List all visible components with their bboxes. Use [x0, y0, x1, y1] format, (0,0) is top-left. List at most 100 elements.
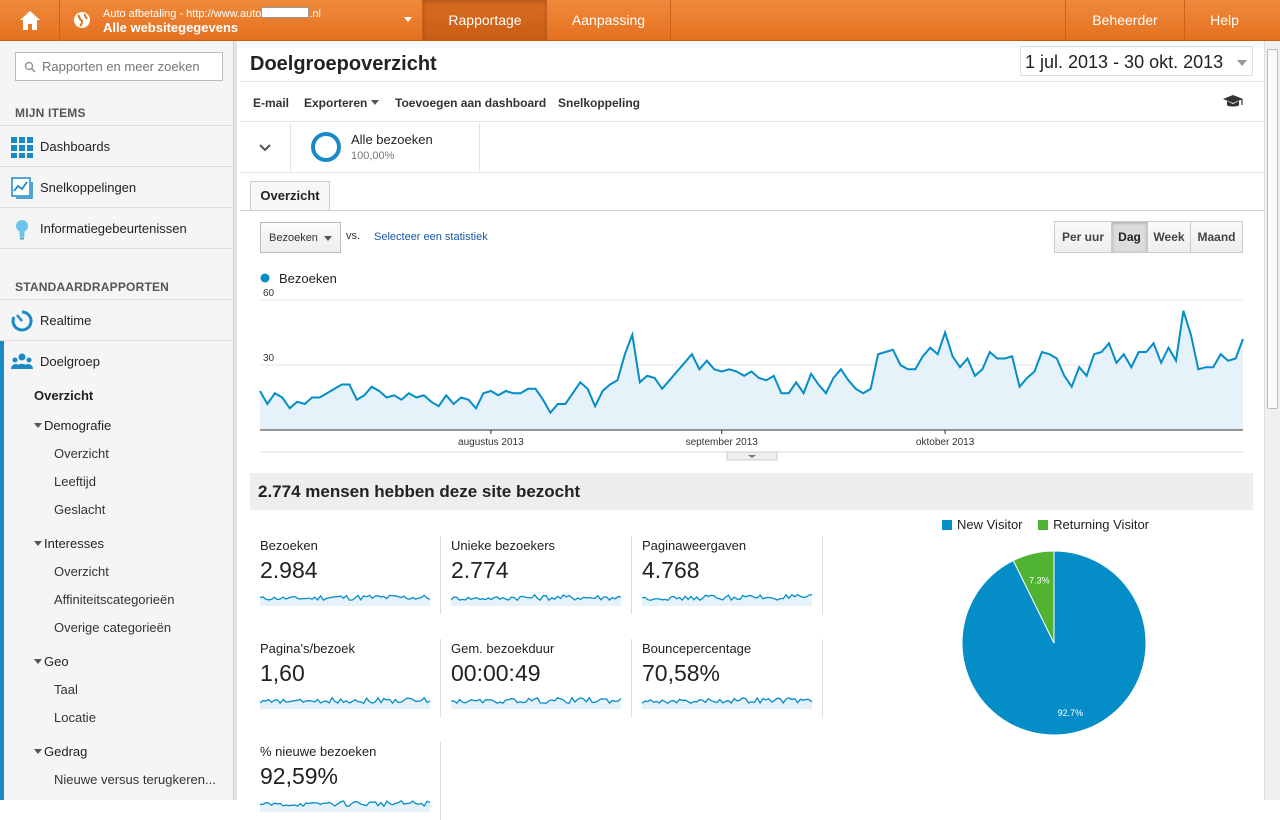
compare-metric-link[interactable]: Selecteer een statistiek	[374, 231, 488, 243]
legend-label-bezoeken: Bezoeken	[279, 271, 337, 286]
metric-select-value: Bezoeken	[269, 232, 318, 244]
sidebar-sub-overzicht[interactable]: Overzicht	[34, 388, 94, 403]
visitor-type-pie-chart: 92.7% 7.3%	[961, 550, 1147, 736]
sidebar-sub-affiniteitscategorieen[interactable]: Affiniteitscategorieën	[54, 592, 175, 607]
account-name: Alle websitegegevens	[103, 20, 239, 35]
segment-toggle[interactable]	[240, 123, 291, 173]
metric-value: 92,59%	[260, 763, 339, 789]
metric-select[interactable]: Bezoeken	[260, 222, 341, 253]
metric-bezoeken[interactable]: Bezoeken 2.984	[250, 536, 441, 614]
sparkline-area	[451, 697, 621, 709]
sidebar-sub-geslacht[interactable]: Geslacht	[54, 502, 106, 517]
tab-overzicht[interactable]: Overzicht	[250, 181, 330, 211]
sidebar: MIJN ITEMS Dashboards Snelkoppelingen In…	[0, 41, 237, 800]
sidebar-item-dashboards[interactable]: Dashboards	[0, 126, 233, 167]
metric-nieuwe-bezoeken[interactable]: % nieuwe bezoeken 92,59%	[250, 742, 441, 820]
period-week-button[interactable]: Week	[1148, 222, 1191, 252]
metric-sparkline	[260, 594, 430, 606]
metric-value: 4.768	[642, 557, 700, 583]
triangle-down-icon	[34, 423, 42, 428]
search-icon	[24, 61, 36, 73]
date-range-text: 1 jul. 2013 - 30 okt. 2013	[1025, 52, 1224, 72]
period-per-uur-button[interactable]: Per uur	[1055, 222, 1112, 252]
legend-label-new: New Visitor	[957, 517, 1023, 532]
pie-legend: New Visitor Returning Visitor	[942, 517, 1149, 532]
shortcut-chart-icon	[11, 177, 33, 199]
sidebar-sub-overige-categorieen[interactable]: Overige categorieën	[54, 620, 172, 635]
metric-sparkline	[260, 696, 430, 709]
sidebar-item-label: Snelkoppelingen	[40, 180, 137, 195]
my-items-header: MIJN ITEMS	[15, 106, 86, 120]
segment-name: Alle bezoeken	[351, 132, 433, 147]
legend-label-returning: Returning Visitor	[1053, 517, 1150, 532]
sidebar-item-label: Doelgroep	[40, 354, 100, 369]
export-button[interactable]: Exporteren	[304, 96, 380, 110]
chart-area-fill	[260, 310, 1243, 430]
chevron-down-icon	[259, 144, 271, 152]
metric-paginaweergaven[interactable]: Paginaweergaven 4.768	[632, 536, 823, 614]
date-range-picker[interactable]: 1 jul. 2013 - 30 okt. 2013	[1020, 46, 1253, 76]
sidebar-group-geo[interactable]: Geo	[34, 654, 69, 669]
scrollbar-thumb[interactable]	[1267, 49, 1278, 409]
nav-beheerder[interactable]: Beheerder	[1065, 0, 1184, 41]
metric-sparkline	[642, 696, 812, 709]
metric-sparkline	[451, 593, 621, 606]
triangle-down-icon	[34, 749, 42, 754]
sidebar-sub-locatie[interactable]: Locatie	[54, 710, 96, 725]
sidebar-group-demografie[interactable]: Demografie	[34, 418, 111, 433]
metric-value: 00:00:49	[451, 660, 541, 686]
nav-help[interactable]: Help	[1184, 0, 1264, 41]
email-button[interactable]: E-mail	[253, 96, 290, 110]
metric-name: Pagina's/bezoek	[260, 641, 355, 656]
segment-all-visits[interactable]: Alle bezoeken 100,00%	[291, 123, 480, 173]
home-icon	[20, 11, 40, 30]
nav-rapportage[interactable]: Rapportage	[423, 0, 547, 41]
period-maand-button[interactable]: Maand	[1191, 222, 1242, 252]
metric-sparkline	[260, 799, 430, 812]
active-section-indicator	[0, 341, 4, 800]
summary-text: 2.774 mensen hebben deze site bezocht	[258, 482, 581, 501]
nav-aanpassing[interactable]: Aanpassing	[547, 0, 671, 41]
sidebar-item-label: Dashboards	[40, 139, 111, 154]
sidebar-item-realtime[interactable]: Realtime	[0, 300, 233, 341]
shortcut-button[interactable]: Snelkoppeling	[558, 96, 641, 110]
metric-unieke-bezoekers[interactable]: Unieke bezoekers 2.774	[441, 536, 632, 614]
metric-name: % nieuwe bezoeken	[260, 744, 377, 759]
sparkline-line	[260, 594, 430, 601]
sidebar-group-interesses[interactable]: Interesses	[34, 536, 104, 551]
vs-label: vs.	[346, 230, 361, 242]
add-to-dashboard-button[interactable]: Toevoegen aan dashboard	[395, 96, 547, 110]
vertical-scrollbar[interactable]	[1264, 41, 1280, 800]
redacted-block	[261, 7, 310, 18]
home-button[interactable]	[0, 0, 60, 41]
sidebar-item-doelgroep[interactable]: Doelgroep	[0, 341, 233, 382]
sparkline-line	[642, 696, 812, 705]
sidebar-sub-leeftijd[interactable]: Leeftijd	[54, 474, 96, 489]
sidebar-sub-taal[interactable]: Taal	[54, 682, 78, 697]
sidebar-item-snelkoppelingen[interactable]: Snelkoppelingen	[0, 167, 233, 208]
metric-bouncepercentage[interactable]: Bouncepercentage 70,58%	[632, 639, 823, 717]
metric-paginas-per-bezoek[interactable]: Pagina's/bezoek 1,60	[250, 639, 441, 717]
sparkline-area	[260, 697, 430, 709]
sidebar-group-gedrag[interactable]: Gedrag	[34, 744, 87, 759]
period-dag-button[interactable]: Dag	[1112, 222, 1148, 252]
search-input[interactable]	[42, 59, 217, 74]
main-content: Doelgroepoverzicht 1 jul. 2013 - 30 okt.…	[240, 41, 1264, 820]
standard-reports-header: STANDAARDRAPPORTEN	[15, 280, 170, 294]
sidebar-sub-nieuwe-vs-terugkerend[interactable]: Nieuwe versus terugkeren...	[54, 772, 216, 787]
account-selector[interactable]: Auto afbetaling - http://www.auto .nl All…	[61, 0, 423, 41]
segment-ring-icon	[311, 132, 341, 162]
sparkline-line	[451, 593, 621, 602]
chevron-down-icon	[371, 100, 380, 105]
graduation-cap-icon[interactable]	[1222, 94, 1244, 110]
chart-x-tick-label: september 2013	[686, 437, 759, 448]
chart-x-tick-label: augustus 2013	[458, 437, 524, 448]
search-box[interactable]	[15, 52, 223, 81]
pie-slice-returning-visitor[interactable]	[1012, 550, 1055, 644]
sidebar-sub-demografie-overzicht[interactable]: Overzicht	[54, 446, 109, 461]
metric-gem-bezoekduur[interactable]: Gem. bezoekduur 00:00:49	[441, 639, 632, 717]
legend-swatch-returning	[1038, 520, 1049, 530]
sidebar-item-informatiegebeurtenissen[interactable]: Informatiegebeurtenissen	[0, 208, 233, 249]
metric-value: 70,58%	[642, 660, 721, 686]
sidebar-sub-interesses-overzicht[interactable]: Overzicht	[54, 564, 109, 579]
